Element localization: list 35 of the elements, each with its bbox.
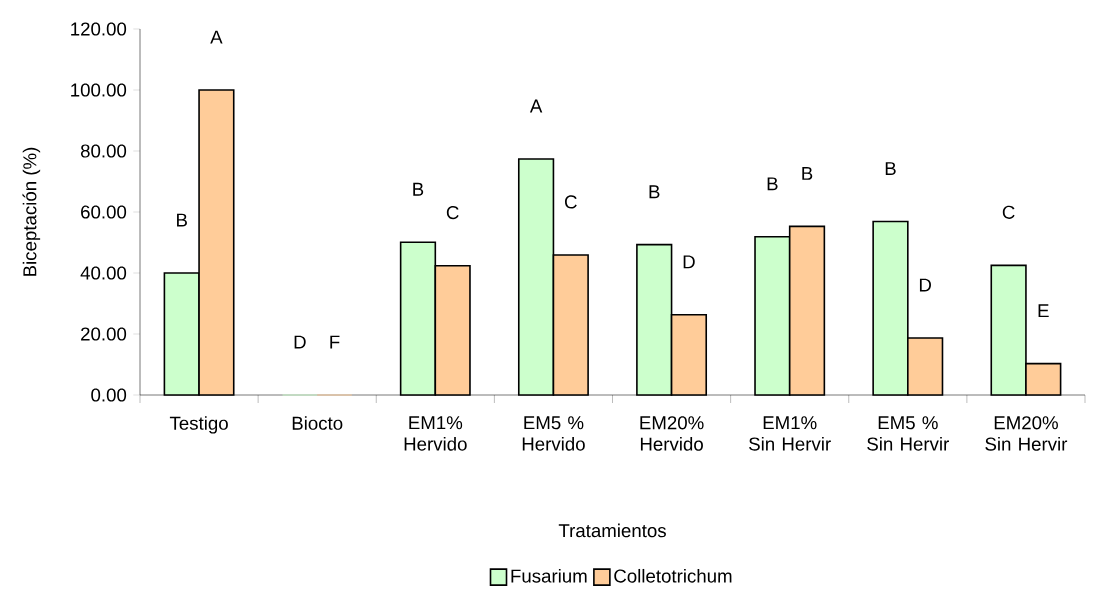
annotation: E bbox=[1038, 304, 1049, 318]
annotation: F bbox=[330, 335, 340, 349]
legend-label: Fusarium bbox=[511, 568, 587, 583]
y-tick-label: 20.00 bbox=[81, 327, 127, 341]
x-tick-label: Biocto bbox=[292, 416, 343, 430]
x-tick-label: EM1% Sin Hervir bbox=[749, 416, 831, 451]
annotation: B bbox=[649, 185, 660, 199]
annotation: D bbox=[919, 278, 931, 292]
x-tick-label: EM5 % Sin Hervir bbox=[867, 416, 949, 451]
y-tick-label: 0.00 bbox=[91, 388, 127, 402]
annotation: B bbox=[413, 182, 424, 196]
annotation: B bbox=[802, 167, 813, 180]
x-tick-label: EM5 % Hervido bbox=[522, 416, 585, 451]
annotation: A bbox=[529, 99, 543, 113]
annotation: B bbox=[885, 162, 896, 175]
y-axis-title: Biceptación (%) bbox=[22, 147, 41, 276]
annotation: D bbox=[683, 255, 695, 269]
annotation: B bbox=[767, 177, 778, 191]
y-tick-label: 60.00 bbox=[81, 205, 127, 219]
x-tick-label: EM1% Hervido bbox=[404, 416, 467, 451]
x-tick-label: Testigo bbox=[169, 416, 228, 434]
legend-label: Colletotrichum bbox=[614, 568, 732, 583]
annotation: C bbox=[446, 205, 459, 220]
y-tick-label: 120.00 bbox=[71, 22, 127, 36]
annotation: C bbox=[564, 195, 577, 209]
y-tick-label: 100.00 bbox=[71, 83, 127, 97]
x-tick-label: EM20% Hervido bbox=[640, 416, 704, 451]
annotation: A bbox=[210, 30, 223, 44]
annotation: B bbox=[177, 213, 187, 227]
annotation: D bbox=[294, 335, 306, 349]
x-axis-title: Tratamientos bbox=[558, 523, 666, 538]
x-tick-label: EM20% Sin Hervir bbox=[985, 416, 1068, 451]
y-tick-label: 80.00 bbox=[80, 144, 127, 158]
y-tick-label: 40.00 bbox=[80, 266, 127, 280]
annotation: C bbox=[1002, 205, 1015, 219]
